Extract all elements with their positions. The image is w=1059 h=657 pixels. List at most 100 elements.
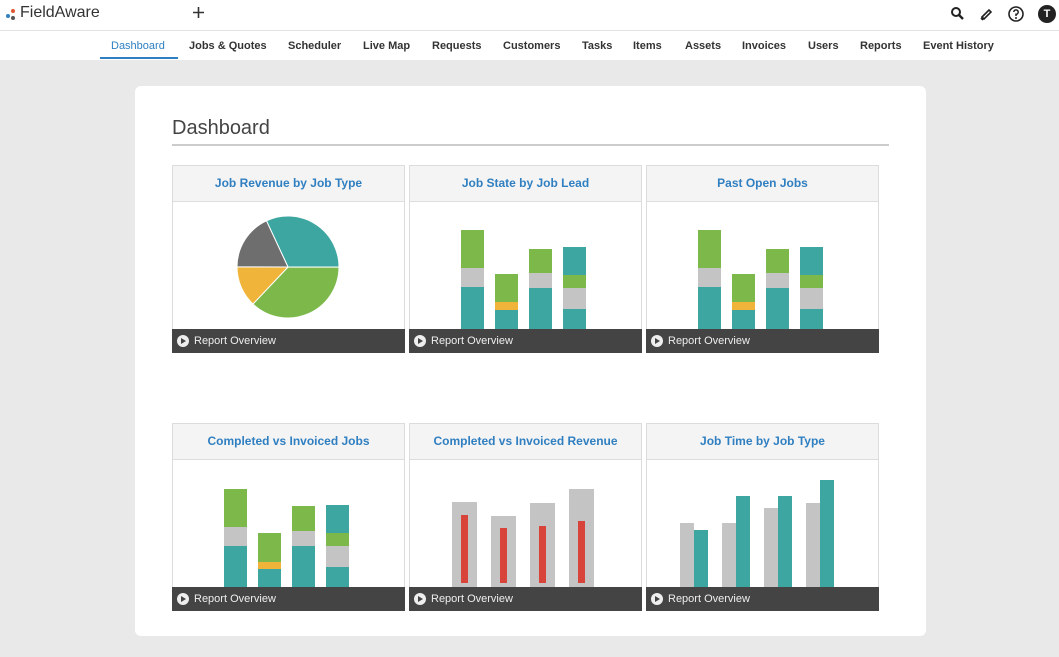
- bar: [326, 533, 349, 546]
- nav-item[interactable]: Dashboard: [111, 40, 165, 52]
- bar: [766, 249, 789, 273]
- notification-icon[interactable]: [978, 6, 994, 22]
- nav-item[interactable]: Tasks: [582, 40, 613, 52]
- help-icon[interactable]: [1007, 5, 1025, 23]
- play-icon: [414, 335, 426, 347]
- bar: [539, 526, 546, 583]
- logo[interactable]: FieldAware: [20, 4, 100, 21]
- bar: [698, 287, 721, 329]
- bar: [766, 288, 789, 329]
- widget-footer[interactable]: Report Overview: [409, 587, 642, 611]
- widget-footer[interactable]: Report Overview: [172, 587, 405, 611]
- widget: Completed vs Invoiced Revenue Report Over…: [409, 423, 642, 611]
- bar: [694, 530, 708, 587]
- bar: [326, 505, 349, 533]
- widget-title[interactable]: Job Time by Job Type: [647, 424, 878, 460]
- widget: Past Open Jobs Report Overview: [646, 165, 879, 353]
- widget-footer[interactable]: Report Overview: [646, 329, 879, 353]
- widget-chart: [461, 230, 586, 329]
- bar: [529, 273, 552, 288]
- widget-title[interactable]: Past Open Jobs: [647, 166, 878, 202]
- widget-chart: [698, 230, 823, 329]
- dashboard-card: Dashboard Job Revenue by Job Type Report …: [135, 86, 926, 636]
- play-icon: [651, 593, 663, 605]
- bar: [461, 287, 484, 329]
- widget-footer[interactable]: Report Overview: [409, 329, 642, 353]
- add-button[interactable]: [192, 6, 205, 19]
- bar: [461, 515, 468, 583]
- widget-footer[interactable]: Report Overview: [646, 587, 879, 611]
- bar: [800, 309, 823, 329]
- bar: [461, 268, 484, 287]
- bar: [529, 249, 552, 273]
- bar: [495, 302, 518, 310]
- bar: [764, 508, 778, 587]
- nav-item[interactable]: Items: [633, 40, 662, 52]
- bar: [800, 275, 823, 288]
- widget-title[interactable]: Completed vs Invoiced Jobs: [173, 424, 404, 460]
- nav-item[interactable]: Users: [808, 40, 839, 52]
- bar: [326, 567, 349, 587]
- bar: [680, 523, 694, 587]
- bar: [766, 273, 789, 288]
- nav-item[interactable]: Scheduler: [288, 40, 342, 52]
- bar: [495, 310, 518, 329]
- play-icon: [177, 593, 189, 605]
- search-icon[interactable]: [950, 6, 965, 21]
- nav-bar: Dashboard Jobs & Quotes Scheduler Live Map R…: [0, 30, 1059, 60]
- pie-slice: [236, 220, 289, 268]
- report-overview-link[interactable]: Report Overview: [194, 593, 276, 605]
- bar: [292, 506, 315, 531]
- bar: [529, 288, 552, 329]
- bar: [698, 268, 721, 287]
- bar: [461, 230, 484, 268]
- bar: [806, 503, 820, 587]
- widget-title[interactable]: Completed vs Invoiced Revenue: [410, 424, 641, 460]
- nav-item[interactable]: Event History: [923, 40, 994, 52]
- bar: [563, 309, 586, 329]
- pie-slice: [252, 266, 340, 319]
- nav-item[interactable]: Jobs & Quotes: [189, 40, 267, 52]
- bar: [698, 230, 721, 268]
- title-rule: [172, 144, 889, 146]
- play-icon: [651, 335, 663, 347]
- page-title: Dashboard: [172, 117, 270, 139]
- nav-item[interactable]: Invoices: [742, 40, 787, 52]
- bar: [800, 247, 823, 275]
- widget-title[interactable]: Job State by Job Lead: [410, 166, 641, 202]
- bar: [732, 302, 755, 310]
- bar: [732, 274, 755, 302]
- widget-chart: [680, 480, 834, 587]
- widget-chart: [452, 489, 594, 587]
- widget-footer[interactable]: Report Overview: [172, 329, 405, 353]
- widget-chart: [224, 489, 349, 587]
- bar: [258, 562, 281, 569]
- report-overview-link[interactable]: Report Overview: [194, 335, 276, 347]
- active-underline: [100, 57, 178, 59]
- widget: Job State by Job Lead Report Overview: [409, 165, 642, 353]
- pie-slice: [265, 215, 340, 268]
- bar: [563, 288, 586, 309]
- widget: Job Revenue by Job Type Report Overview: [172, 165, 405, 353]
- bar: [820, 480, 834, 587]
- report-overview-link[interactable]: Report Overview: [431, 593, 513, 605]
- bar: [258, 569, 281, 587]
- report-overview-link[interactable]: Report Overview: [668, 593, 750, 605]
- bar: [778, 496, 792, 587]
- bar: [563, 275, 586, 288]
- bar: [495, 274, 518, 302]
- report-overview-link[interactable]: Report Overview: [668, 335, 750, 347]
- nav-item[interactable]: Reports: [860, 40, 902, 52]
- widget-title[interactable]: Job Revenue by Job Type: [173, 166, 404, 202]
- bar: [292, 531, 315, 546]
- report-overview-link[interactable]: Report Overview: [431, 335, 513, 347]
- bar: [224, 546, 247, 587]
- avatar[interactable]: T: [1038, 5, 1056, 23]
- nav-item[interactable]: Requests: [432, 40, 482, 52]
- bar: [732, 310, 755, 329]
- bar: [326, 546, 349, 567]
- nav-item[interactable]: Assets: [685, 40, 722, 52]
- nav-item[interactable]: Customers: [503, 40, 561, 52]
- nav-item[interactable]: Live Map: [363, 40, 411, 52]
